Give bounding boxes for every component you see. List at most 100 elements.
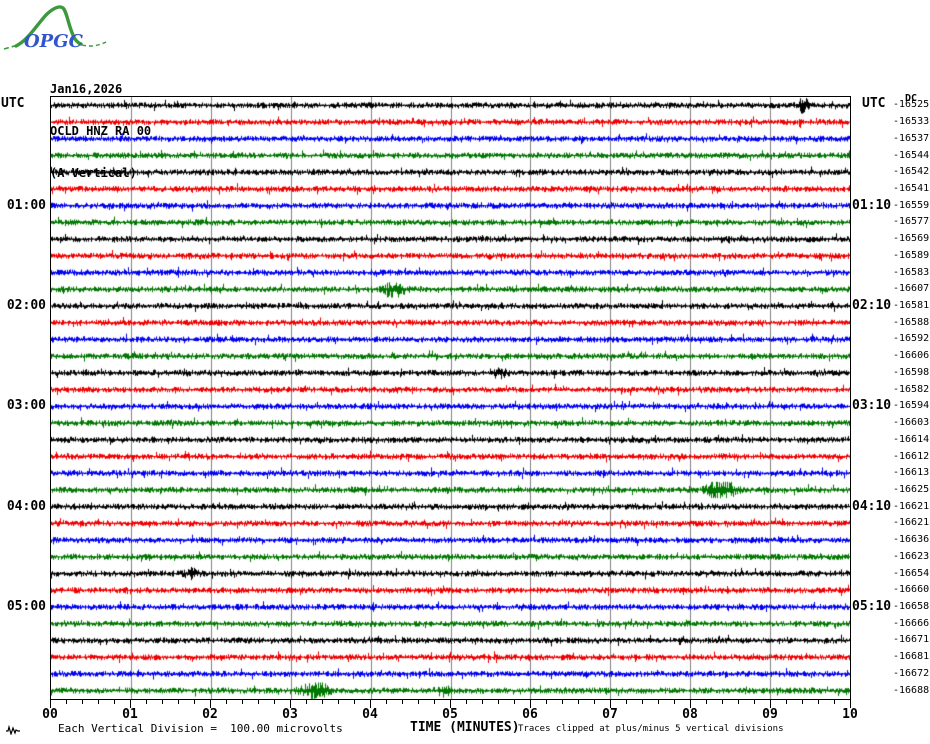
x-minor-tick [98, 700, 99, 704]
dc-value: -16559 [893, 199, 930, 211]
dc-values-column: -16525 -16533 -16537 -16544 -16542 -16541 -165… [893, 0, 930, 744]
x-tick-label: 04 [362, 707, 378, 722]
x-major-tick [290, 700, 291, 708]
x-minor-tick [738, 700, 739, 704]
right-hour-label: 02:10 [852, 298, 892, 314]
x-minor-tick [242, 700, 243, 704]
x-tick-label: 07 [602, 707, 618, 722]
x-minor-tick [674, 700, 675, 704]
right-hour-label: 04:10 [852, 498, 892, 514]
dc-value: -16603 [893, 417, 930, 429]
left-hour-label: 03:00 [6, 398, 46, 414]
dc-value: -16625 [893, 483, 930, 495]
x-minor-tick [514, 700, 515, 704]
helicorder-plot [50, 96, 851, 700]
x-minor-tick [322, 700, 323, 704]
x-minor-tick [594, 700, 595, 704]
clip-note: Traces clipped at plus/minus 5 vertical … [518, 724, 784, 734]
utc-label-right: UTC [862, 96, 886, 111]
x-minor-tick [82, 700, 83, 704]
dc-value: -16671 [893, 634, 930, 646]
x-major-tick [450, 700, 451, 708]
dc-value: -16623 [893, 550, 930, 562]
x-minor-tick [546, 700, 547, 704]
x-minor-tick [178, 700, 179, 704]
x-major-tick [370, 700, 371, 708]
dc-value: -16607 [893, 283, 930, 295]
x-minor-tick [114, 700, 115, 704]
x-minor-tick [226, 700, 227, 704]
logo-volcano-curve [14, 5, 83, 48]
left-hour-label: 04:00 [6, 498, 46, 514]
x-minor-tick [146, 700, 147, 704]
right-hour-label: 03:10 [852, 398, 892, 414]
x-major-tick [690, 700, 691, 708]
right-hour-label: 01:10 [852, 197, 892, 213]
x-tick-label: 00 [42, 707, 58, 722]
dc-value: -16606 [893, 350, 930, 362]
x-minor-tick [386, 700, 387, 704]
dc-value: -16614 [893, 433, 930, 445]
dc-value: -16582 [893, 383, 930, 395]
x-minor-tick [306, 700, 307, 704]
dc-value: -16544 [893, 149, 930, 161]
dc-value: -16666 [893, 617, 930, 629]
x-major-tick [210, 700, 211, 708]
x-tick-label: 08 [682, 707, 698, 722]
x-minor-tick [66, 700, 67, 704]
dc-column-label: DC [905, 93, 918, 104]
x-major-tick [530, 700, 531, 708]
dc-value: -16541 [893, 182, 930, 194]
right-hour-label: 05:10 [852, 599, 892, 615]
x-major-tick [850, 700, 851, 708]
dc-value: -16636 [893, 534, 930, 546]
trace-canvas [51, 97, 850, 699]
dc-value: -16525 [893, 99, 930, 111]
x-minor-tick [258, 700, 259, 704]
dc-value: -16613 [893, 467, 930, 479]
x-minor-tick [642, 700, 643, 704]
dc-value: -16621 [893, 517, 930, 529]
dc-value: -16654 [893, 567, 930, 579]
x-minor-tick [274, 700, 275, 704]
dc-value: -16681 [893, 651, 930, 663]
dc-value: -16577 [893, 216, 930, 228]
x-major-tick [770, 700, 771, 708]
x-tick-label: 09 [762, 707, 778, 722]
x-minor-tick [466, 700, 467, 704]
x-minor-tick [482, 700, 483, 704]
dc-value: -16537 [893, 132, 930, 144]
x-minor-tick [754, 700, 755, 704]
left-hour-label: 05:00 [6, 599, 46, 615]
x-major-tick [50, 700, 51, 708]
header-date: Jan16,2026 [50, 82, 123, 96]
x-tick-label: 03 [282, 707, 298, 722]
x-minor-tick [434, 700, 435, 704]
x-major-tick [610, 700, 611, 708]
dc-value: -16592 [893, 333, 930, 345]
x-minor-tick [194, 700, 195, 704]
logo-text: OPGC [24, 31, 84, 52]
dc-value: -16542 [893, 166, 930, 178]
x-minor-tick [802, 700, 803, 704]
x-tick-label: 02 [202, 707, 218, 722]
x-tick-label: 06 [522, 707, 538, 722]
x-tick-label: 05 [442, 707, 458, 722]
x-tick-label: 10 [842, 707, 858, 722]
x-minor-tick [706, 700, 707, 704]
dc-value: -16533 [893, 116, 930, 128]
dc-value: -16660 [893, 584, 930, 596]
dc-value: -16688 [893, 684, 930, 696]
left-hour-label: 02:00 [6, 298, 46, 314]
dc-value: -16588 [893, 316, 930, 328]
dc-value: -16598 [893, 366, 930, 378]
x-minor-tick [818, 700, 819, 704]
x-minor-tick [786, 700, 787, 704]
dc-value: -16569 [893, 233, 930, 245]
x-minor-tick [722, 700, 723, 704]
utc-label-left: UTC [1, 96, 25, 111]
dc-value: -16589 [893, 249, 930, 261]
x-minor-tick [834, 700, 835, 704]
opgc-logo: OPGC [3, 5, 107, 52]
